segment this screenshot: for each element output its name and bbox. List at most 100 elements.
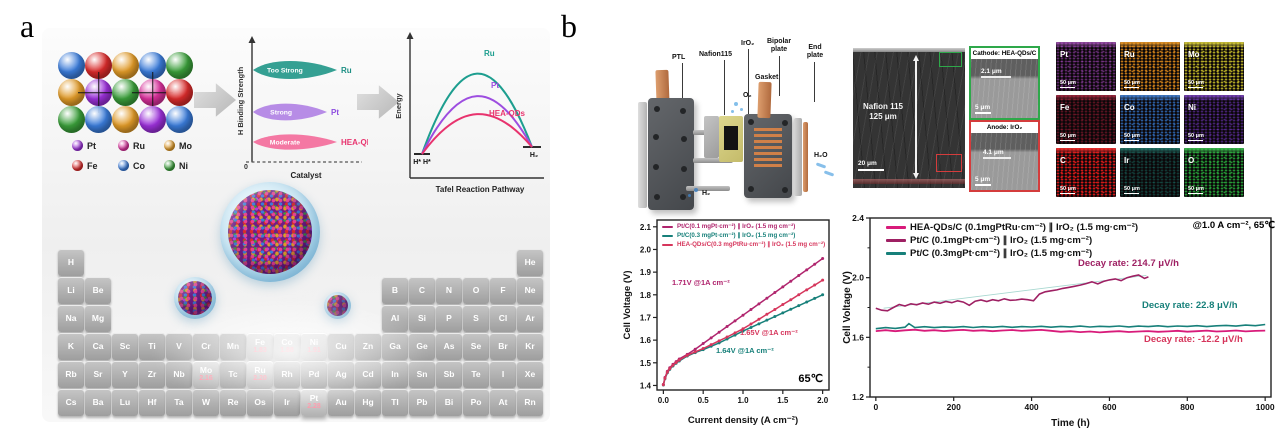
eds-surface-band xyxy=(1056,42,1116,48)
element-tile-ca: Ca xyxy=(85,333,111,360)
element-symbol: Ti xyxy=(148,341,156,351)
cathode-inset-title: Cathode: HEA-QDs/C xyxy=(971,48,1038,59)
element-tile-cd: Cd xyxy=(355,361,381,388)
element-symbol: P xyxy=(446,313,452,323)
element-tile-ba: Ba xyxy=(85,389,111,416)
element-symbol: Sn xyxy=(416,369,428,379)
element-symbol: As xyxy=(443,341,455,351)
eds-map-c: C 50 μm xyxy=(1056,148,1116,197)
anode-thickness: 4.1 μm xyxy=(983,149,1004,156)
eds-scalebar: 50 μm xyxy=(1060,186,1076,194)
svg-text:Pt: Pt xyxy=(331,108,339,117)
gas-bubble-icon xyxy=(694,188,698,192)
element-symbol: Ar xyxy=(525,313,535,323)
leader-line xyxy=(814,62,815,102)
atom-cluster xyxy=(228,190,312,274)
atom-mo xyxy=(112,106,139,133)
element-tile-zn: Zn xyxy=(355,333,381,360)
element-tile-pt: Pt 2.28 xyxy=(301,389,327,416)
atom-ru xyxy=(139,79,166,106)
element-tile-rn: Rn xyxy=(517,389,543,416)
atom-dot-icon xyxy=(164,160,175,171)
atom-legend: Pt Ru Mo Fe Co Ni xyxy=(72,140,210,171)
eds-scalebar: 50 μm xyxy=(1188,133,1204,141)
panel-a-label: a xyxy=(20,8,35,44)
element-symbol: Ag xyxy=(335,369,347,379)
element-symbol: Fe xyxy=(255,337,265,347)
leader-line xyxy=(724,60,725,115)
element-symbol: Br xyxy=(498,341,508,351)
element-symbol: V xyxy=(176,341,182,351)
element-symbol: Co xyxy=(281,337,293,347)
svg-text:1.6: 1.6 xyxy=(640,336,652,345)
label-o2: O₂ xyxy=(743,92,752,99)
element-value: 1.83 xyxy=(253,347,267,354)
svg-text:Pt: Pt xyxy=(491,81,499,90)
element-value: 2.20 xyxy=(253,375,267,382)
chart-legend-item: HEA-QDs/C (0.1mgPtRu·cm⁻²) ∥ IrO₂ (1.5 m… xyxy=(886,222,1138,233)
element-symbol: Zr xyxy=(147,369,157,379)
atom-legend-label: Co xyxy=(133,160,145,171)
membrane-window xyxy=(724,126,738,150)
chart-annotation: Decay rate: 22.8 μV/h xyxy=(1142,300,1238,311)
atom-legend-label: Fe xyxy=(87,160,98,171)
element-tile-xe: Xe xyxy=(517,361,543,388)
element-tile-ag: Ag xyxy=(328,361,354,388)
eds-element-label: Ir xyxy=(1124,156,1130,165)
element-symbol: Pt xyxy=(309,393,319,403)
element-tile-hg: Hg xyxy=(355,389,381,416)
svg-text:2.0: 2.0 xyxy=(817,396,829,405)
eds-element-label: Ru xyxy=(1124,50,1135,59)
element-tile-c: C xyxy=(409,277,435,304)
svg-text:1.5: 1.5 xyxy=(777,396,789,405)
thickness-arrow-icon xyxy=(915,60,917,174)
element-symbol: Se xyxy=(470,341,482,351)
periodic-table: H He Li Be B C N O F Ne Na Mg Al Si P S Cl Ar K Ca Sc Ti V Cr Mn… xyxy=(58,249,543,416)
element-tile-y: Y xyxy=(112,361,138,388)
element-symbol: Pd xyxy=(308,369,320,379)
svg-text:Too Strong: Too Strong xyxy=(267,68,303,75)
element-symbol: Kr xyxy=(525,341,535,351)
atom-fe xyxy=(166,79,193,106)
bolt-rod xyxy=(693,158,733,163)
svg-text:2.4: 2.4 xyxy=(852,213,864,223)
svg-text:600: 600 xyxy=(1102,402,1116,412)
svg-text:400: 400 xyxy=(1024,402,1038,412)
svg-text:1.5: 1.5 xyxy=(640,359,652,368)
eds-surface-band xyxy=(1184,95,1244,101)
element-symbol: Rb xyxy=(65,369,77,379)
element-tile-lu: Lu xyxy=(112,389,138,416)
element-tile-tc: Tc xyxy=(220,361,246,388)
atom-co xyxy=(85,106,112,133)
element-symbol: Ta xyxy=(174,397,184,407)
element-tile-f: F xyxy=(490,277,516,304)
element-tile-mn: Mn xyxy=(220,333,246,360)
chart-legend-item: Pt/C (0.1mgPt·cm⁻²) ∥ IrO₂ (1.5 mg·cm⁻²) xyxy=(886,235,1138,246)
element-symbol: Cr xyxy=(201,341,211,351)
atom-pt xyxy=(85,79,112,106)
eds-element-label: Pt xyxy=(1060,50,1068,59)
chart-annotation: 1.65V @1A cm⁻² xyxy=(740,328,798,337)
atom-legend-label: Pt xyxy=(87,140,96,151)
bipolar-plate-left xyxy=(648,98,694,210)
atom-legend-item: Ni xyxy=(164,160,210,171)
element-tile-re: Re xyxy=(220,389,246,416)
element-tile-n: N xyxy=(436,277,462,304)
element-tile-v: V xyxy=(166,333,192,360)
element-tile-se: Se xyxy=(463,333,489,360)
legend-line-icon xyxy=(886,226,906,229)
series-trend-line xyxy=(883,274,1147,309)
anode-inset-image: 4.1 μm 5 μm xyxy=(971,133,1038,190)
eds-element-label: C xyxy=(1060,156,1066,165)
gas-bubble-icon xyxy=(740,108,743,111)
atom-dot-icon xyxy=(72,160,83,171)
element-symbol: Ge xyxy=(416,341,428,351)
exchange-crosshair-icon xyxy=(139,79,166,106)
element-symbol: Ni xyxy=(309,337,319,347)
element-symbol: Cs xyxy=(65,397,77,407)
element-tile-os: Os xyxy=(247,389,273,416)
atom-dot-icon xyxy=(118,160,129,171)
legend-line-icon xyxy=(662,225,673,228)
element-symbol: N xyxy=(445,285,453,295)
